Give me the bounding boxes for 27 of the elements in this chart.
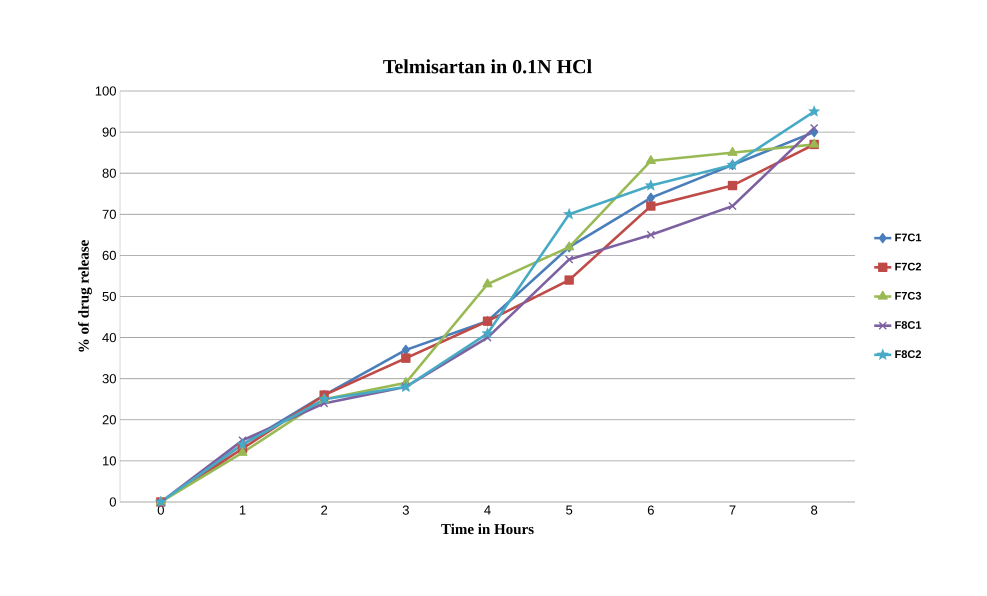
x-tick-label: 2	[321, 506, 328, 515]
y-tick-label: 70	[102, 210, 116, 219]
x-axis-title: Time in Hours	[441, 524, 534, 534]
x-tick-label: 7	[730, 506, 736, 514]
y-tick-label: 90	[102, 127, 116, 137]
chart-title: Telmisartan in 0.1N HCl	[383, 59, 592, 74]
y-tick-label: 20	[102, 415, 116, 424]
y-tick-label: 60	[102, 250, 116, 260]
y-tick-label: 30	[102, 374, 116, 384]
y-tick-label: 50	[102, 292, 116, 302]
y-tick-label: 100	[96, 86, 116, 96]
legend-label: F8C2	[895, 350, 922, 358]
y-tick-label: 0	[110, 497, 116, 507]
legend-label: F8C1	[895, 321, 922, 329]
x-tick-label: 1	[240, 506, 246, 514]
y-tick-label: 10	[103, 456, 116, 466]
x-tick-label: 6	[648, 506, 654, 515]
y-tick-label: 40	[102, 332, 116, 342]
x-tick-label: 5	[566, 506, 572, 515]
x-tick-label: 4	[484, 506, 491, 514]
legend-label: F7C1	[895, 234, 922, 242]
legend-label: F7C3	[895, 292, 922, 300]
y-tick-label: 80	[102, 168, 116, 178]
legend-label: F7C2	[895, 262, 922, 271]
x-tick-label: 3	[402, 506, 409, 515]
x-tick-label: 8	[811, 506, 818, 515]
y-axis-title: % of drug release	[78, 240, 92, 352]
